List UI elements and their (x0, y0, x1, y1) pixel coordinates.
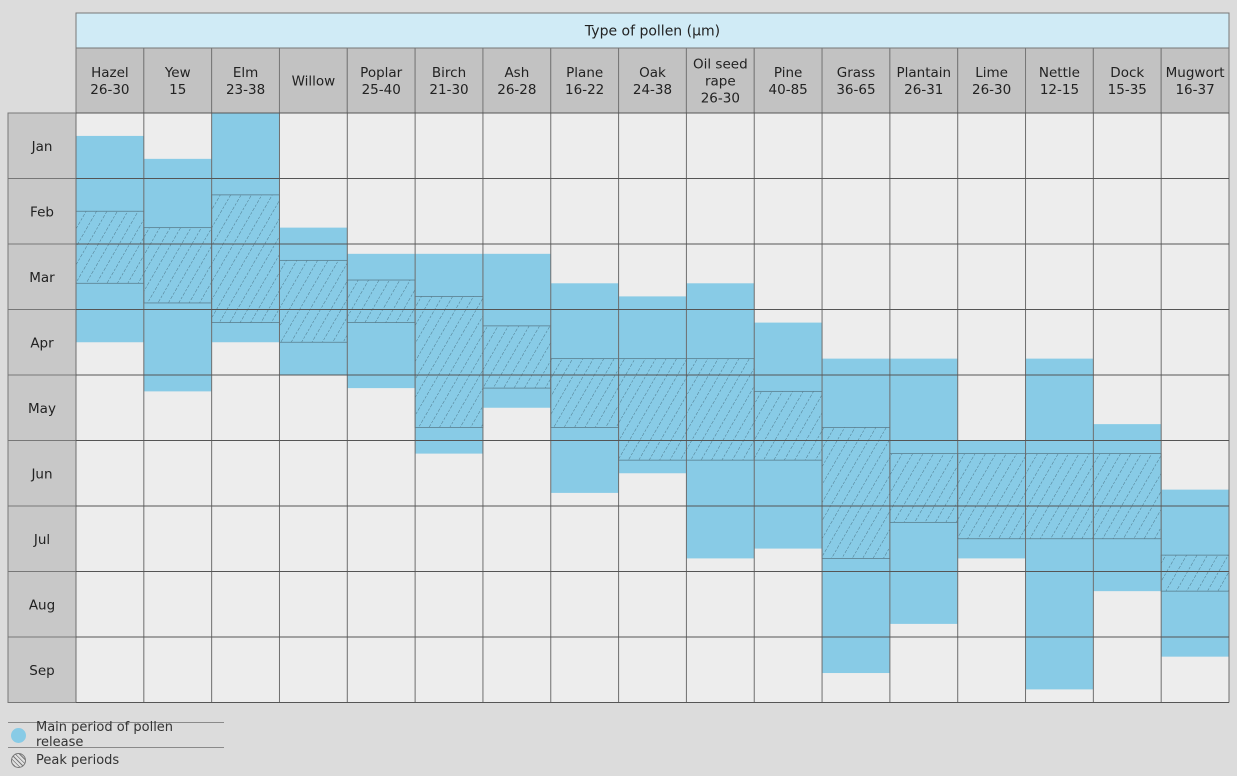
legend-item-main: Main period of pollen release (8, 720, 224, 750)
title-band (75, 12, 1230, 49)
peak-period-bar-13 (889, 453, 959, 523)
peak-period-bar-17 (1160, 554, 1230, 592)
column-header-7 (482, 47, 552, 114)
legend-label-peak: Peak periods (36, 752, 120, 768)
column-header-4 (278, 47, 348, 114)
pollen-label-1: Hazel 26-30 (90, 65, 129, 98)
pollen-label-9: Oak 24-38 (633, 65, 672, 98)
peak-period-swatch-icon (11, 752, 26, 768)
peak-period-bar-4 (279, 259, 348, 343)
column-header-8 (550, 47, 620, 114)
chart-title: Type of pollen (µm) (584, 24, 720, 40)
pollen-label-16: Dock 15-35 (1108, 65, 1147, 98)
pollen-label-3: Elm 23-38 (226, 65, 265, 98)
peak-period-bar-1 (75, 210, 145, 284)
legend: Main period of pollen release Peak perio… (8, 720, 224, 772)
pollen-label-7: Ash 26-28 (497, 65, 536, 98)
column-header-13 (889, 47, 959, 114)
column-header-6 (414, 47, 484, 114)
peak-period-bar-5 (346, 279, 416, 323)
pollen-label-8: Plane 16-22 (565, 65, 604, 98)
peak-period-bar-11 (753, 390, 823, 461)
month-label-6: Jun (30, 466, 52, 482)
legend-label-main: Main period of pollen release (36, 720, 174, 750)
peak-period-bar-15 (1025, 453, 1094, 540)
month-header-4 (7, 309, 77, 376)
peak-period-bar-14 (957, 453, 1026, 540)
peak-period-bar-10 (686, 358, 755, 461)
month-label-9: Sep (29, 663, 54, 679)
month-label-1: Jan (31, 139, 53, 155)
pollen-label-11: Pine 40-85 (769, 65, 808, 98)
pollen-label-15: Nettle 12-15 (1039, 65, 1080, 98)
peak-period-bar-8 (550, 358, 619, 428)
peak-period-bar-6 (414, 295, 484, 428)
peak-period-bar-12 (821, 426, 891, 559)
pollen-label-12: Grass 36-65 (836, 65, 875, 98)
column-header-3 (211, 47, 280, 114)
month-header-5 (7, 374, 77, 441)
month-header-6 (7, 440, 77, 507)
month-header-8 (7, 571, 77, 638)
column-header-2 (143, 47, 213, 114)
month-label-7: Jul (33, 532, 50, 548)
month-label-2: Feb (30, 204, 54, 220)
month-label-8: Aug (29, 597, 55, 613)
column-header-9 (618, 47, 687, 114)
month-label-5: May (28, 401, 56, 417)
month-label-3: Mar (29, 270, 55, 286)
peak-period-bar-16 (1092, 453, 1162, 540)
pollen-label-14: Lime 26-30 (972, 65, 1011, 98)
pollen-label-6: Birch 21-30 (429, 65, 468, 98)
peak-period-bar-9 (618, 358, 687, 461)
month-header-2 (7, 178, 77, 245)
main-period-swatch-icon (11, 727, 26, 743)
pollen-label-5: Poplar 25-40 (360, 65, 403, 98)
column-header-17 (1160, 47, 1230, 114)
peak-period-bar-3 (211, 194, 280, 323)
pollen-label-10: Oil seed rape 26-30 (693, 57, 748, 107)
pollen-label-17: Mugwort 16-37 (1166, 65, 1225, 98)
legend-item-peak: Peak periods (8, 747, 224, 772)
pollen-label-13: Plantain 26-31 (896, 65, 951, 98)
peak-period-bar-2 (143, 227, 213, 304)
pollen-label-2: Yew 15 (164, 65, 191, 98)
peak-period-bar-7 (482, 325, 552, 389)
column-header-5 (346, 47, 416, 114)
column-header-14 (957, 47, 1027, 114)
column-header-1 (75, 47, 145, 114)
month-label-4: Apr (30, 335, 54, 351)
pollen-label-4: Willow (292, 74, 336, 90)
